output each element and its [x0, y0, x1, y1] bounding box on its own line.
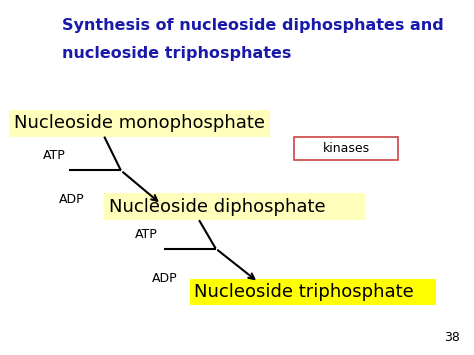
- Text: kinases: kinases: [322, 142, 370, 155]
- FancyBboxPatch shape: [190, 279, 436, 305]
- Text: nucleoside triphosphates: nucleoside triphosphates: [62, 46, 291, 61]
- Text: Nucleoside monophosphate: Nucleoside monophosphate: [14, 114, 265, 132]
- Text: Synthesis of nucleoside diphosphates and: Synthesis of nucleoside diphosphates and: [62, 18, 443, 33]
- Text: ATP: ATP: [43, 148, 65, 162]
- FancyBboxPatch shape: [104, 193, 365, 220]
- Text: Nucleoside diphosphate: Nucleoside diphosphate: [109, 198, 326, 216]
- Text: Nucleoside triphosphate: Nucleoside triphosphate: [194, 283, 414, 301]
- Text: ADP: ADP: [152, 272, 177, 285]
- FancyBboxPatch shape: [294, 137, 398, 160]
- Text: ADP: ADP: [59, 193, 85, 207]
- FancyBboxPatch shape: [9, 110, 270, 137]
- Text: 38: 38: [444, 331, 460, 344]
- Text: ATP: ATP: [135, 228, 158, 241]
